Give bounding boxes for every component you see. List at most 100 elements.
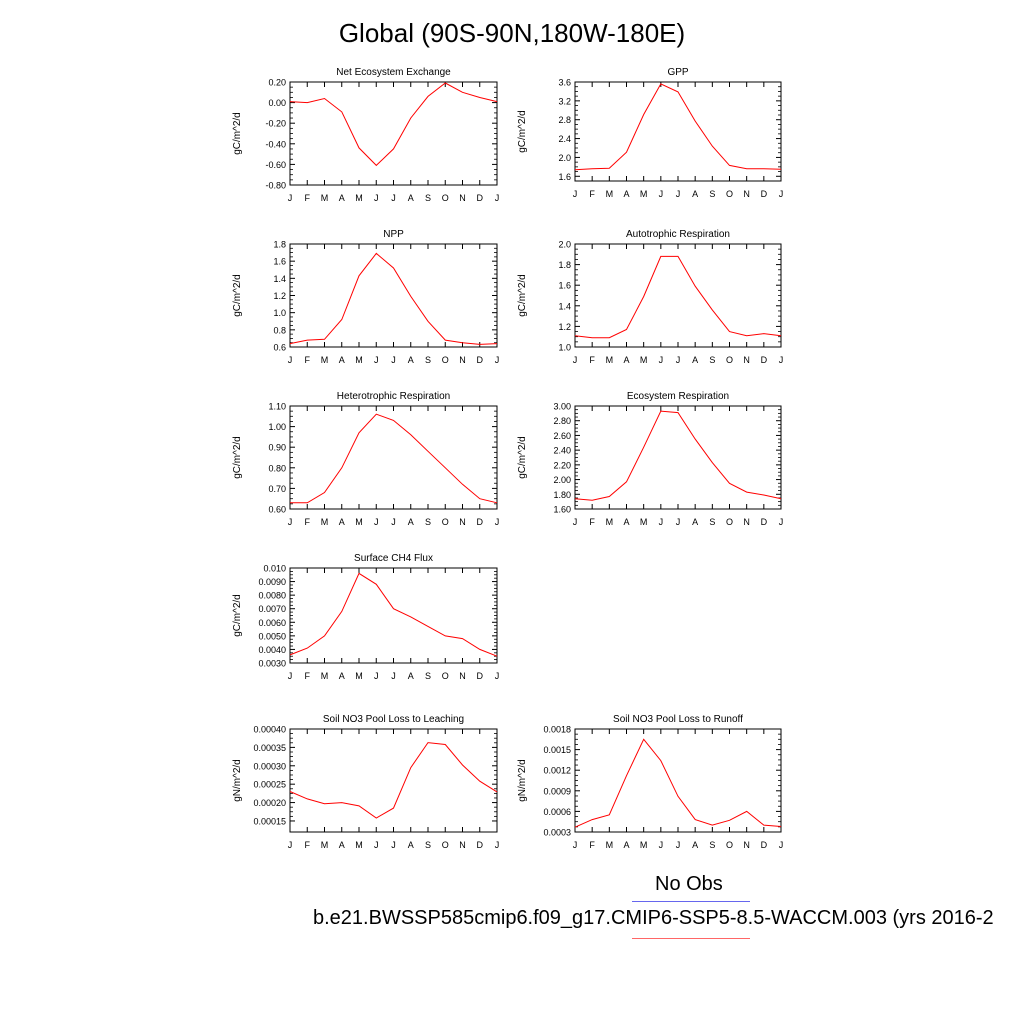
y-tick-label: 0.6: [273, 343, 286, 353]
x-tick-label: D: [761, 189, 768, 199]
x-tick-label: S: [425, 193, 431, 203]
x-tick-label: N: [743, 517, 750, 527]
x-tick-label: J: [659, 355, 664, 365]
y-tick-label: 0.0006: [543, 807, 571, 817]
x-tick-label: J: [659, 189, 664, 199]
x-tick-label: A: [623, 189, 629, 199]
chart-title: NPP: [383, 229, 404, 240]
x-tick-label: N: [459, 355, 466, 365]
y-tick-label: 0.010: [263, 564, 286, 574]
y-tick-label: 1.6: [558, 172, 571, 182]
x-tick-label: J: [779, 517, 784, 527]
x-tick-label: M: [355, 840, 363, 850]
x-tick-label: J: [288, 840, 293, 850]
x-tick-label: S: [709, 840, 715, 850]
x-tick-label: J: [495, 193, 500, 203]
y-tick-label: 2.0: [558, 153, 571, 163]
x-tick-label: S: [425, 671, 431, 681]
legend-line-obs: [632, 901, 750, 902]
x-tick-label: D: [477, 671, 484, 681]
y-tick-label: -0.20: [265, 119, 286, 129]
y-tick-label: -0.40: [265, 139, 286, 149]
x-tick-label: A: [408, 193, 414, 203]
y-tick-label: 1.00: [268, 422, 286, 432]
plot-frame: [289, 567, 498, 664]
x-tick-label: M: [640, 517, 648, 527]
y-tick-label: 0.60: [268, 505, 286, 515]
page-title: Global (90S-90N,180W-180E): [338, 18, 686, 48]
y-tick-label: 0.00035: [253, 743, 286, 753]
series-line-0: [574, 83, 782, 171]
y-tick-label: 1.0: [558, 343, 571, 353]
y-axis-label: gC/m^2/d: [517, 274, 528, 317]
x-tick-label: M: [606, 355, 614, 365]
x-tick-label: A: [408, 840, 414, 850]
x-tick-label: S: [425, 355, 431, 365]
x-tick-label: J: [573, 517, 578, 527]
x-tick-label: A: [692, 355, 698, 365]
x-tick-label: A: [339, 671, 345, 681]
x-tick-label: D: [761, 840, 768, 850]
x-tick-label: J: [495, 517, 500, 527]
y-tick-label: 0.0050: [258, 631, 286, 641]
x-tick-label: J: [779, 355, 784, 365]
x-tick-label: N: [743, 355, 750, 365]
x-tick-label: J: [676, 189, 681, 199]
x-tick-label: M: [321, 193, 329, 203]
x-tick-label: F: [305, 193, 311, 203]
x-tick-label: F: [305, 671, 311, 681]
y-tick-label: 3.00: [553, 402, 571, 412]
x-tick-label: J: [573, 189, 578, 199]
series-line-0: [290, 413, 498, 504]
x-tick-label: M: [355, 355, 363, 365]
y-tick-label: 0.0040: [258, 645, 286, 655]
x-tick-label: A: [692, 189, 698, 199]
plot-frame: [574, 243, 782, 348]
x-tick-label: A: [623, 840, 629, 850]
chart-title: Soil NO3 Pool Loss to Runoff: [613, 714, 743, 725]
y-axis-label: gN/m^2/d: [517, 759, 528, 802]
y-tick-label: 0.00: [268, 98, 286, 108]
x-tick-label: M: [606, 189, 614, 199]
x-tick-label: A: [408, 355, 414, 365]
plot-frame: [574, 81, 782, 182]
y-tick-label: 0.0060: [258, 618, 286, 628]
y-axis-label: gC/m^2/d: [232, 274, 243, 317]
y-tick-label: 1.4: [273, 274, 286, 284]
series-line-0: [289, 252, 498, 345]
x-tick-label: J: [374, 355, 379, 365]
x-tick-label: F: [589, 355, 595, 365]
x-tick-label: O: [442, 671, 449, 681]
y-tick-label: 2.80: [553, 416, 571, 426]
chart-title: Ecosystem Respiration: [627, 391, 729, 402]
y-tick-label: 0.00040: [253, 725, 286, 735]
y-tick-label: 2.4: [558, 134, 571, 144]
y-tick-label: 1.8: [558, 260, 571, 270]
y-tick-label: 1.4: [558, 301, 571, 311]
y-tick-label: 0.00020: [253, 798, 286, 808]
x-tick-label: J: [676, 355, 681, 365]
x-tick-label: M: [321, 840, 329, 850]
y-tick-label: 1.80: [553, 490, 571, 500]
y-tick-label: 0.00030: [253, 761, 286, 771]
y-tick-label: 2.00: [553, 475, 571, 485]
plot-frame: [289, 243, 498, 348]
x-tick-label: A: [408, 671, 414, 681]
x-tick-label: M: [606, 517, 614, 527]
x-tick-label: M: [355, 193, 363, 203]
x-tick-label: J: [374, 193, 379, 203]
x-tick-label: N: [459, 193, 466, 203]
y-tick-label: 0.70: [268, 484, 286, 494]
x-tick-label: F: [305, 355, 311, 365]
y-tick-label: 0.0015: [543, 745, 571, 755]
y-tick-label: 0.0030: [258, 659, 286, 669]
x-tick-label: O: [726, 189, 733, 199]
x-tick-label: A: [623, 517, 629, 527]
y-tick-label: 0.20: [268, 78, 286, 88]
y-axis-label: gC/m^2/d: [232, 436, 243, 479]
x-tick-label: M: [606, 840, 614, 850]
y-tick-label: 0.0012: [543, 766, 571, 776]
